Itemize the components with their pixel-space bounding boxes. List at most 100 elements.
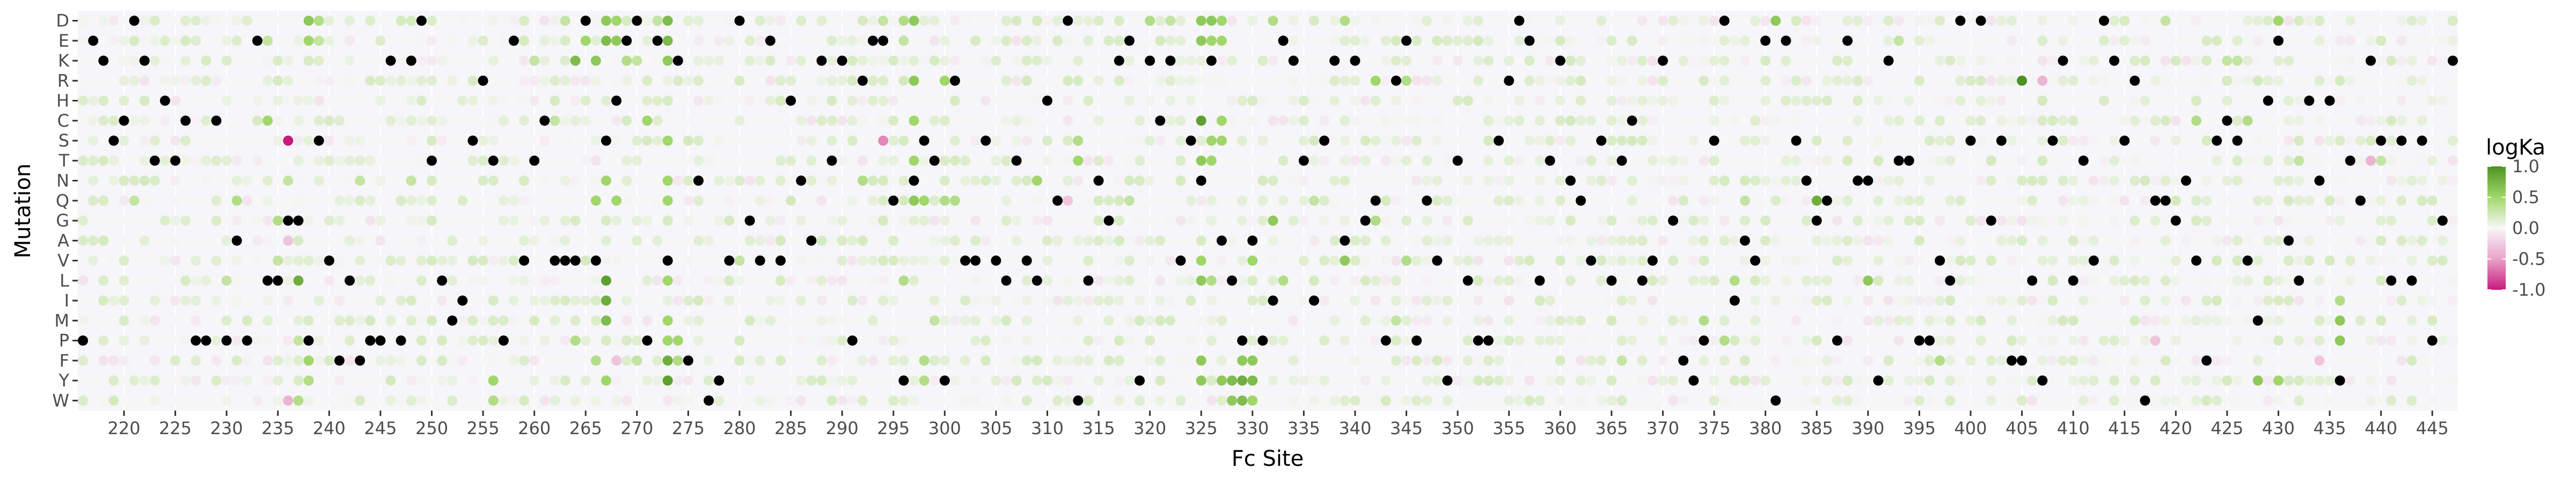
data-point: [1432, 395, 1443, 406]
data-point: [1319, 255, 1330, 266]
data-point: [1545, 135, 1555, 146]
data-point: [1842, 375, 1853, 386]
data-point: [1811, 135, 1822, 146]
data-point: [683, 135, 693, 146]
data-point: [2180, 375, 2191, 386]
data-point: [1965, 75, 1976, 86]
data-point: [1739, 35, 1750, 46]
data-point: [1391, 235, 1401, 246]
data-point: [1781, 375, 1791, 386]
data-point: [2150, 315, 2161, 326]
data-point: [2109, 75, 2120, 86]
data-point: [949, 175, 960, 186]
data-point: [1657, 155, 1668, 166]
data-point: [1278, 75, 1289, 86]
data-point: [1360, 355, 1371, 366]
data-point: [1750, 335, 1761, 346]
data-point: [2324, 195, 2335, 206]
data-point: [970, 355, 981, 366]
data-point: [734, 55, 745, 66]
data-point: [1462, 375, 1473, 386]
data-point: [786, 115, 796, 126]
data-point: [683, 115, 693, 126]
data-point: [2294, 235, 2304, 246]
data-point: [365, 315, 376, 326]
data-point: [1175, 16, 1186, 26]
wildtype-point: [704, 395, 714, 406]
data-point: [1770, 275, 1781, 286]
data-point: [570, 355, 581, 366]
data-point: [1073, 195, 1084, 206]
data-point: [1442, 335, 1453, 346]
data-point: [1370, 16, 1381, 26]
data-point: [1842, 235, 1853, 246]
data-point: [1914, 375, 1924, 386]
data-point: [529, 75, 540, 86]
data-point: [714, 55, 724, 66]
data-point: [2242, 235, 2253, 246]
data-point: [590, 75, 601, 86]
data-point: [2119, 395, 2130, 406]
data-point: [1678, 16, 1689, 26]
x-tick-label: 245: [364, 418, 397, 438]
data-point: [816, 175, 827, 186]
data-point: [693, 55, 704, 66]
data-point: [1257, 175, 1268, 186]
data-point: [1093, 395, 1104, 406]
data-point: [2006, 55, 2017, 66]
data-point: [1103, 375, 1114, 386]
data-point: [211, 195, 222, 206]
data-point: [1637, 255, 1648, 266]
data-point: [355, 195, 365, 206]
data-point: [1637, 155, 1648, 166]
data-point: [1227, 315, 1238, 326]
data-point: [447, 135, 458, 146]
data-point: [806, 135, 817, 146]
data-point: [1863, 335, 1874, 346]
data-point: [345, 115, 355, 126]
data-point: [2232, 175, 2243, 186]
data-point: [1688, 235, 1699, 246]
data-point: [2191, 135, 2202, 146]
data-point: [1103, 255, 1114, 266]
data-point: [498, 355, 509, 366]
data-point: [898, 315, 909, 326]
data-point: [2386, 115, 2397, 126]
data-point: [1083, 195, 1094, 206]
wildtype-point: [1001, 275, 1012, 286]
data-point: [939, 255, 950, 266]
data-point: [1042, 255, 1052, 266]
data-point: [539, 16, 550, 26]
data-point: [2263, 135, 2273, 146]
data-point: [857, 135, 868, 146]
data-point: [139, 215, 150, 226]
data-point: [693, 335, 704, 346]
data-point: [427, 375, 437, 386]
data-point: [929, 96, 940, 106]
data-point: [1955, 375, 1966, 386]
data-point: [1668, 295, 1679, 306]
data-point: [375, 395, 386, 406]
data-point: [847, 16, 858, 26]
data-point: [1391, 255, 1401, 266]
data-point: [88, 355, 99, 366]
data-point: [2212, 335, 2222, 346]
data-point: [662, 35, 673, 46]
data-point: [1494, 215, 1504, 226]
data-point: [2222, 235, 2233, 246]
data-point: [2191, 295, 2202, 306]
data-point: [1103, 335, 1114, 346]
data-point: [2304, 115, 2315, 126]
data-point: [1770, 175, 1781, 186]
data-point: [1155, 16, 1166, 26]
data-point: [241, 235, 252, 246]
data-point: [262, 215, 273, 226]
data-point: [960, 55, 971, 66]
data-point: [2150, 35, 2161, 46]
data-point: [1185, 75, 1196, 86]
data-point: [78, 375, 89, 386]
data-point: [991, 115, 1001, 126]
data-point: [570, 195, 581, 206]
data-point: [1832, 275, 1842, 286]
data-point: [1175, 275, 1186, 286]
